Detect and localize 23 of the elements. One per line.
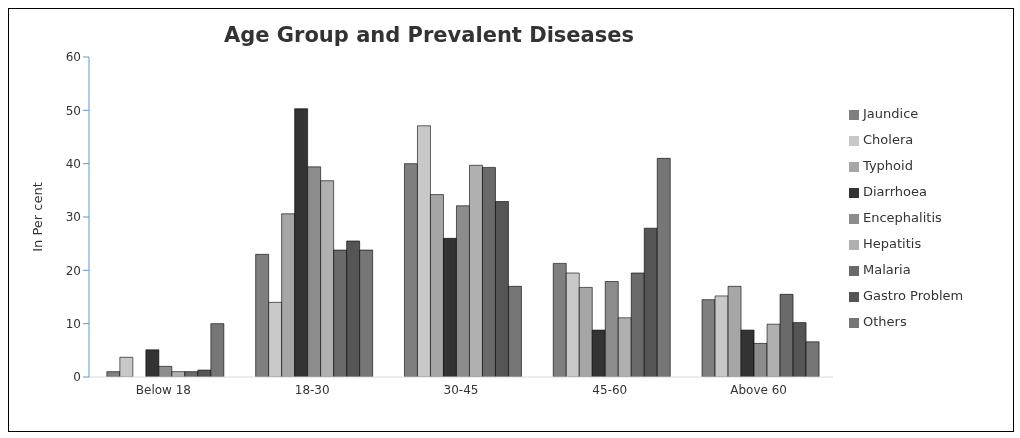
- x-tick-label: Above 60: [730, 382, 787, 397]
- y-tick-label: 10: [65, 316, 81, 331]
- y-tick-label: 50: [65, 103, 81, 118]
- y-tick-label: 40: [65, 156, 81, 171]
- x-tick-label: 18-30: [294, 382, 330, 397]
- y-tick-label: 30: [65, 210, 81, 225]
- legend-label: Gastro Problem: [863, 288, 964, 303]
- legend-label: Diarrhoea: [863, 184, 927, 199]
- x-tick-label: Below 18: [135, 382, 191, 397]
- y-tick-label: 0: [73, 370, 81, 385]
- legend-label: Typhoid: [863, 158, 913, 173]
- chart-title: Age Group and Prevalent Diseases: [223, 23, 635, 47]
- legend-label: Cholera: [863, 132, 914, 147]
- x-tick-label: 30-45: [443, 382, 479, 397]
- y-tick-label: 20: [65, 263, 81, 278]
- legend-label: Encephalitis: [863, 210, 942, 225]
- legend-label: Others: [863, 314, 907, 329]
- y-axis-title: In Per cent: [29, 182, 45, 252]
- legend-label: Malaria: [863, 262, 911, 277]
- y-tick-label: 60: [65, 50, 81, 65]
- x-tick-label: 45-60: [592, 382, 628, 397]
- legend-label: Hepatitis: [863, 236, 922, 251]
- legend-label: Jaundice: [863, 106, 919, 121]
